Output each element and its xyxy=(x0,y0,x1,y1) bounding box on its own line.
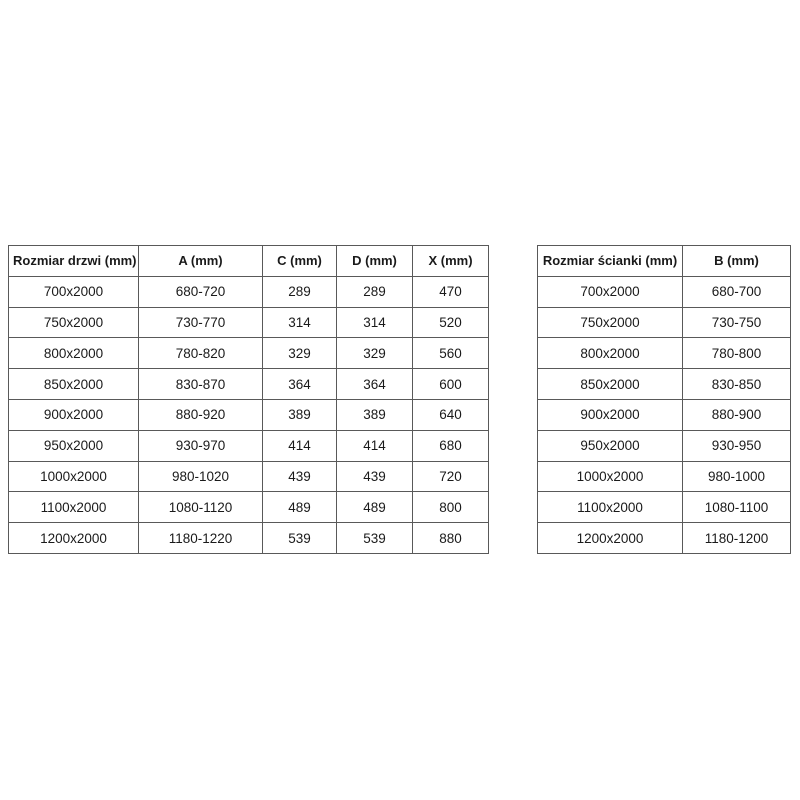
cell-c: 414 xyxy=(262,429,337,462)
table-header-row: Rozmiar ścianki (mm) B (mm) xyxy=(537,245,791,277)
cell-wall-size: 800x2000 xyxy=(537,337,683,370)
cell-b: 730-750 xyxy=(682,306,791,339)
table-row: 800x2000 780-820 329 329 560 xyxy=(8,337,489,370)
cell-d: 414 xyxy=(336,429,413,462)
cell-b: 780-800 xyxy=(682,337,791,370)
cell-b: 680-700 xyxy=(682,275,791,308)
cell-c: 389 xyxy=(262,398,337,431)
cell-door-size: 800x2000 xyxy=(8,337,139,370)
cell-wall-size: 1100x2000 xyxy=(537,491,683,524)
cell-x: 520 xyxy=(412,306,489,339)
cell-b: 1080-1100 xyxy=(682,491,791,524)
cell-b: 1180-1200 xyxy=(682,522,791,554)
cell-door-size: 1000x2000 xyxy=(8,460,139,493)
cell-c: 314 xyxy=(262,306,337,339)
table-row: 750x2000 730-770 314 314 520 xyxy=(8,306,489,339)
wall-dimensions-table: Rozmiar ścianki (mm) B (mm) 700x2000 680… xyxy=(537,245,791,554)
table-row: 1200x2000 1180-1200 xyxy=(537,522,791,554)
cell-wall-size: 950x2000 xyxy=(537,429,683,462)
cell-d: 389 xyxy=(336,398,413,431)
table-row: 700x2000 680-700 xyxy=(537,275,791,308)
cell-d: 329 xyxy=(336,337,413,370)
cell-a: 730-770 xyxy=(138,306,263,339)
table-row: 800x2000 780-800 xyxy=(537,337,791,370)
cell-door-size: 900x2000 xyxy=(8,398,139,431)
column-header-c: C (mm) xyxy=(262,245,337,277)
cell-wall-size: 1200x2000 xyxy=(537,522,683,554)
cell-door-size: 1100x2000 xyxy=(8,491,139,524)
table-row: 1100x2000 1080-1120 489 489 800 xyxy=(8,491,489,524)
table-header-row: Rozmiar drzwi (mm) A (mm) C (mm) D (mm) … xyxy=(8,245,489,277)
table-row: 950x2000 930-970 414 414 680 xyxy=(8,429,489,462)
cell-wall-size: 1000x2000 xyxy=(537,460,683,493)
table-row: 900x2000 880-900 xyxy=(537,398,791,431)
cell-d: 314 xyxy=(336,306,413,339)
cell-d: 439 xyxy=(336,460,413,493)
cell-d: 489 xyxy=(336,491,413,524)
cell-a: 780-820 xyxy=(138,337,263,370)
cell-c: 489 xyxy=(262,491,337,524)
cell-b: 830-850 xyxy=(682,368,791,400)
cell-a: 1080-1120 xyxy=(138,491,263,524)
table-row: 850x2000 830-870 364 364 600 xyxy=(8,368,489,400)
cell-a: 880-920 xyxy=(138,398,263,431)
cell-a: 1180-1220 xyxy=(138,522,263,554)
cell-c: 364 xyxy=(262,368,337,400)
cell-door-size: 750x2000 xyxy=(8,306,139,339)
cell-x: 880 xyxy=(412,522,489,554)
cell-a: 980-1020 xyxy=(138,460,263,493)
cell-d: 539 xyxy=(336,522,413,554)
cell-a: 830-870 xyxy=(138,368,263,400)
cell-a: 930-970 xyxy=(138,429,263,462)
column-header-a: A (mm) xyxy=(138,245,263,277)
table-row: 1200x2000 1180-1220 539 539 880 xyxy=(8,522,489,554)
column-header-x: X (mm) xyxy=(412,245,489,277)
table-row: 750x2000 730-750 xyxy=(537,306,791,339)
cell-b: 880-900 xyxy=(682,398,791,431)
cell-a: 680-720 xyxy=(138,275,263,308)
cell-wall-size: 900x2000 xyxy=(537,398,683,431)
cell-x: 600 xyxy=(412,368,489,400)
table-row: 850x2000 830-850 xyxy=(537,368,791,400)
table-row: 900x2000 880-920 389 389 640 xyxy=(8,398,489,431)
doors-dimensions-table: Rozmiar drzwi (mm) A (mm) C (mm) D (mm) … xyxy=(8,245,489,554)
cell-c: 289 xyxy=(262,275,337,308)
column-header-door-size: Rozmiar drzwi (mm) xyxy=(8,245,139,277)
cell-d: 289 xyxy=(336,275,413,308)
cell-wall-size: 850x2000 xyxy=(537,368,683,400)
column-header-b: B (mm) xyxy=(682,245,791,277)
cell-door-size: 950x2000 xyxy=(8,429,139,462)
cell-x: 680 xyxy=(412,429,489,462)
cell-c: 439 xyxy=(262,460,337,493)
cell-door-size: 850x2000 xyxy=(8,368,139,400)
cell-x: 470 xyxy=(412,275,489,308)
cell-b: 930-950 xyxy=(682,429,791,462)
cell-x: 640 xyxy=(412,398,489,431)
table-row: 1100x2000 1080-1100 xyxy=(537,491,791,524)
table-row: 950x2000 930-950 xyxy=(537,429,791,462)
column-header-d: D (mm) xyxy=(336,245,413,277)
column-header-wall-size: Rozmiar ścianki (mm) xyxy=(537,245,683,277)
table-row: 1000x2000 980-1000 xyxy=(537,460,791,493)
cell-wall-size: 750x2000 xyxy=(537,306,683,339)
table-row: 700x2000 680-720 289 289 470 xyxy=(8,275,489,308)
cell-c: 539 xyxy=(262,522,337,554)
cell-door-size: 1200x2000 xyxy=(8,522,139,554)
table-row: 1000x2000 980-1020 439 439 720 xyxy=(8,460,489,493)
cell-door-size: 700x2000 xyxy=(8,275,139,308)
cell-x: 800 xyxy=(412,491,489,524)
cell-x: 720 xyxy=(412,460,489,493)
cell-c: 329 xyxy=(262,337,337,370)
cell-x: 560 xyxy=(412,337,489,370)
cell-b: 980-1000 xyxy=(682,460,791,493)
cell-wall-size: 700x2000 xyxy=(537,275,683,308)
cell-d: 364 xyxy=(336,368,413,400)
